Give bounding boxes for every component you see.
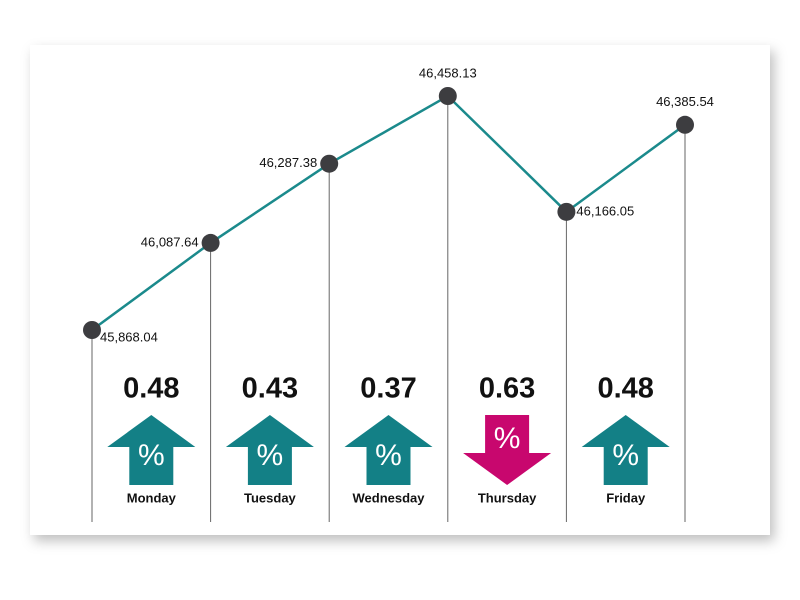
change-arrow <box>581 415 670 485</box>
value-label: 46,166.05 <box>576 203 634 218</box>
change-arrow <box>463 415 552 485</box>
day-label: Thursday <box>478 490 537 505</box>
marker <box>557 202 576 221</box>
change-value: 0.48 <box>123 373 179 405</box>
day-label: Monday <box>127 490 177 505</box>
line <box>91 94 686 332</box>
value-label: 45,868.04 <box>100 329 158 344</box>
marker <box>83 321 101 339</box>
percent-symbol: % <box>257 439 284 472</box>
change-arrow <box>107 415 196 485</box>
value-label: 46,287.38 <box>259 155 317 170</box>
marker <box>438 87 457 105</box>
day-label: Friday <box>606 490 646 505</box>
day-label: Wednesday <box>352 490 425 505</box>
day-label: Tuesday <box>244 490 297 505</box>
change-value: 0.37 <box>360 373 416 405</box>
marker <box>201 233 220 252</box>
percent-symbol: % <box>375 439 402 472</box>
percent-symbol: % <box>138 439 165 472</box>
value-label: 46,087.64 <box>141 234 199 249</box>
value-label: 46,458.13 <box>419 65 477 80</box>
change-value: 0.48 <box>597 373 653 405</box>
change-value: 0.43 <box>242 373 298 405</box>
marker <box>320 154 339 173</box>
percent-symbol: % <box>494 422 521 455</box>
change-arrow <box>225 415 314 485</box>
change-arrow <box>344 415 433 485</box>
marker <box>676 115 694 134</box>
percent-symbol: % <box>612 439 639 472</box>
value-label: 46,385.54 <box>656 94 714 109</box>
change-value: 0.63 <box>479 373 535 405</box>
